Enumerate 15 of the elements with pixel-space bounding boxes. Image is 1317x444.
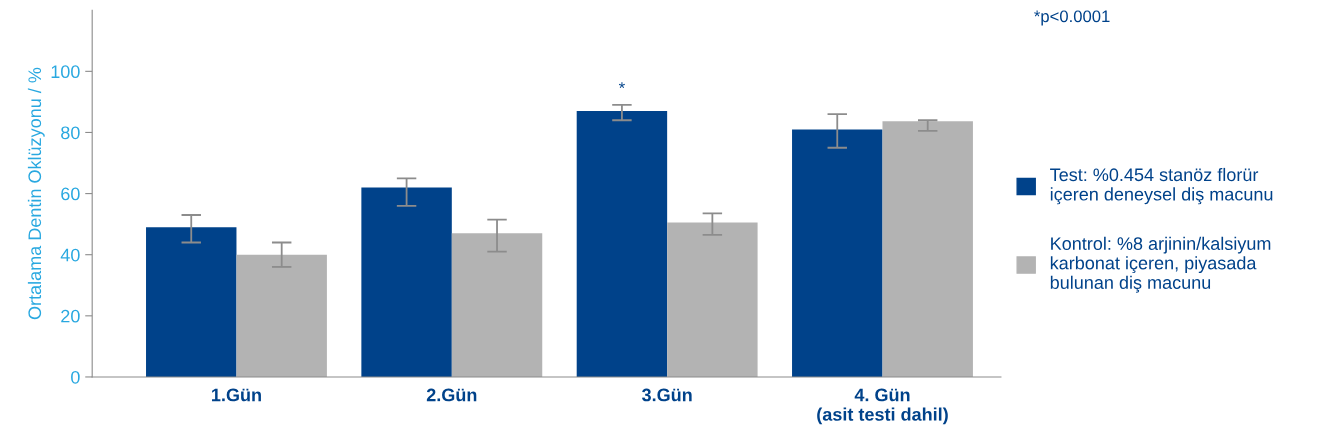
y-tick-label: 80: [61, 126, 80, 140]
y-tick-label: 100: [51, 65, 80, 79]
x-tick-label: 2.Gün: [426, 388, 477, 402]
legend-label: Test: %0.454 stanöz florür içeren deneysel diş macunu: [1050, 167, 1273, 205]
text: *p<0.0001: [1034, 10, 1110, 26]
y-axis-title: Ortalama Dentin Oklüzyonu / %: [27, 67, 45, 320]
y-tick-label: 20: [61, 309, 80, 323]
y-tick-label: 60: [61, 187, 80, 201]
y-tick-label: 0: [71, 370, 80, 384]
legend-label: Kontrol: %8 arjinin/kalsiyum karbonat içeren, piyasada bulunan diş macunu: [1050, 236, 1271, 293]
annotation: *: [618, 82, 625, 89]
x-tick-label: 1.Gün: [212, 388, 261, 402]
x-tick-label: 3.Gün: [641, 388, 692, 402]
y-tick-label: 40: [60, 248, 80, 262]
x-tick-label: 4. Gün (asit testi dahil): [817, 388, 948, 425]
